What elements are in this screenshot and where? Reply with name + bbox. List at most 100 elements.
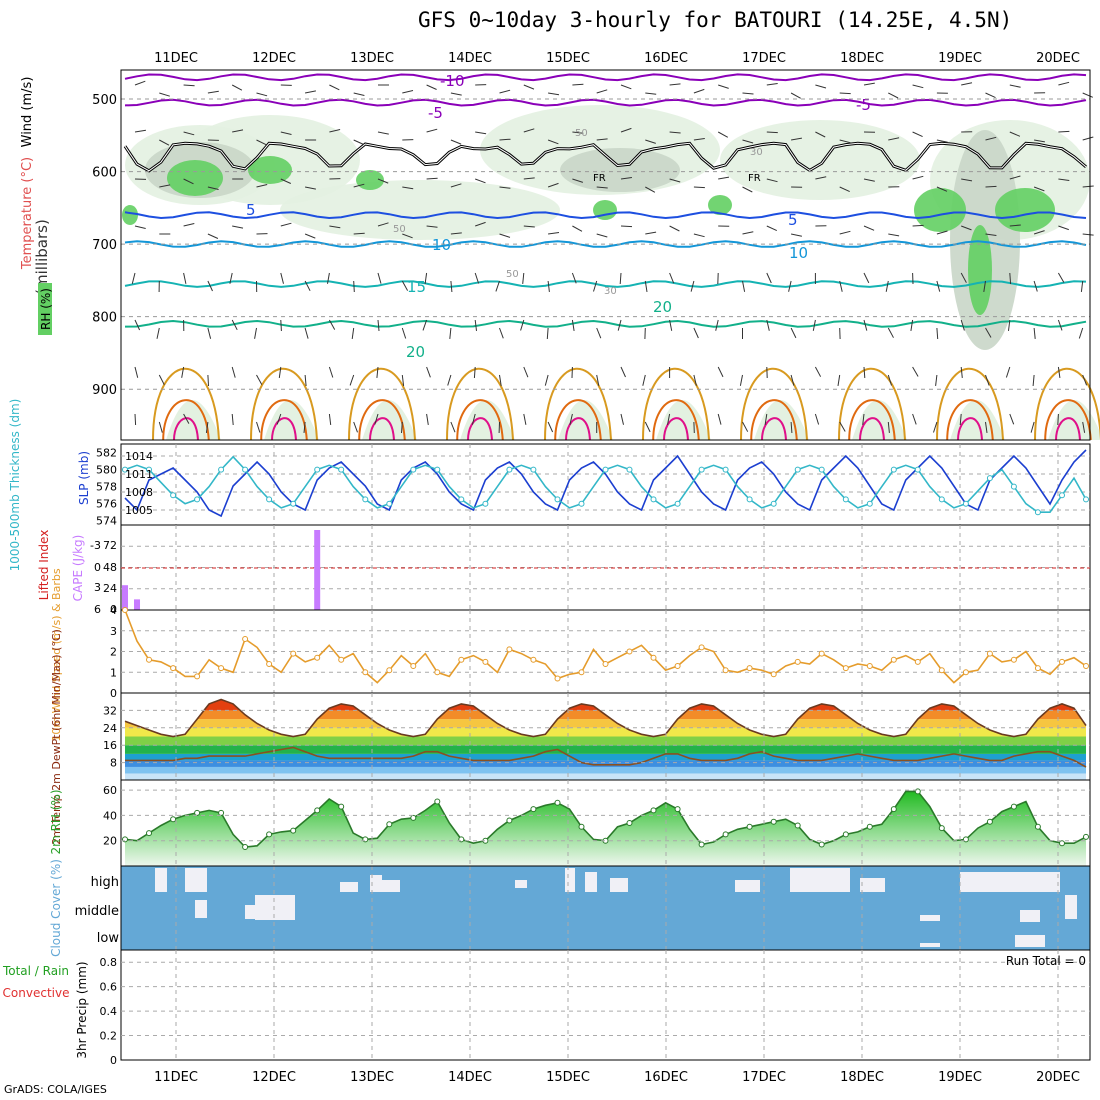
precip-tick-label: 0.2: [100, 1030, 118, 1043]
wind-barb: [256, 184, 268, 188]
cloud-gap: [155, 868, 167, 892]
surface-isotherm-loop: [859, 417, 885, 441]
cape-bar: [314, 530, 321, 610]
rh-shade-5: [280, 180, 560, 240]
wind-barb: [839, 280, 843, 292]
thickness-line-marker: [1034, 509, 1041, 516]
rh-shade-15: [995, 188, 1055, 232]
thickness-tick-label: 576: [96, 498, 117, 511]
thickness-line-marker: [290, 500, 297, 507]
surface-isotherm-loop: [957, 417, 983, 441]
wind-tick-label: 2: [110, 646, 117, 659]
wind-barb: [960, 319, 965, 331]
wind-barb: [717, 366, 724, 378]
thickness-line-marker: [266, 496, 273, 503]
wind-barb: [499, 233, 511, 238]
wind-barb: [790, 421, 793, 434]
rh-line-marker: [770, 818, 777, 825]
pressure-tick-label: 800: [92, 311, 117, 326]
wind-barb: [475, 131, 487, 135]
contour-label: 20: [406, 343, 425, 361]
rh-line-marker: [1083, 833, 1089, 840]
wind-speed-line-marker: [962, 669, 969, 676]
rh-line-marker: [170, 816, 177, 823]
temp-band: [125, 773, 1086, 780]
wind-barb: [426, 84, 437, 90]
thickness-line-marker: [722, 466, 729, 473]
wind-barb: [936, 280, 941, 292]
wind-barb: [134, 413, 137, 426]
li-tick-label: -3: [90, 539, 101, 552]
wind-barb: [327, 272, 330, 284]
rh2m-axis-title: 2m RH (%): [49, 789, 63, 854]
cloud-gap: [565, 868, 575, 892]
wind-barb: [1058, 225, 1069, 231]
wind-speed-line-marker: [170, 665, 177, 672]
wind-barb: [1080, 280, 1084, 292]
surface-isotherm-loop: [467, 417, 493, 441]
wind-speed-line-marker: [1034, 665, 1041, 672]
rh-line-marker: [626, 820, 633, 826]
cloud-gap: [790, 868, 850, 892]
wind-barb: [815, 131, 826, 138]
wind-barb: [523, 225, 535, 228]
wind-barb: [304, 233, 316, 239]
thickness-line-marker: [194, 496, 201, 503]
wind-barb: [183, 223, 195, 227]
wind-barb: [912, 224, 924, 227]
thickness-line-marker: [242, 466, 249, 473]
wind-barb: [523, 366, 529, 378]
wind-barb: [888, 137, 900, 141]
wind-barb: [764, 413, 768, 425]
wind-barb: [426, 225, 438, 228]
grads-credit: GrADS: COLA/IGES: [4, 1083, 107, 1096]
wind-barb: [1009, 272, 1012, 285]
wind-speed-line-marker: [602, 661, 609, 667]
wind-barb: [1009, 413, 1015, 425]
wind-barb: [473, 366, 476, 379]
surface-isotherm-loop: [642, 367, 710, 441]
wind-barb: [499, 89, 511, 94]
surface-isotherm-loop: [173, 417, 199, 441]
cloud-axis-title: Cloud Cover (%): [49, 859, 63, 957]
contour-label: 15: [407, 278, 426, 296]
rh-line-marker: [818, 841, 825, 848]
wind-barb: [961, 82, 973, 86]
wind-barb: [887, 327, 894, 338]
wind-speed-line-marker: [674, 663, 681, 669]
wind-barb: [718, 84, 729, 89]
temp-band: [125, 766, 1086, 774]
cloud-gap: [1065, 895, 1077, 919]
wind-barb: [548, 92, 560, 96]
wind-barb: [863, 225, 875, 231]
thickness-line-marker: [818, 466, 825, 473]
wind-barb: [742, 186, 753, 193]
wind-barb: [572, 225, 583, 232]
precip-tick-label: 0.6: [100, 981, 118, 994]
wind-barb: [278, 366, 282, 378]
thickness-line-marker: [458, 496, 465, 503]
contour-label: 30: [604, 286, 617, 297]
cape-axis-title: CAPE (J/kg): [71, 535, 85, 602]
wind-barb: [328, 413, 332, 425]
wind-barb: [839, 421, 846, 432]
wind-speed-line-marker: [890, 656, 897, 663]
wind-barb: [888, 233, 900, 237]
wind-barb: [329, 225, 341, 229]
rh-shade-16: [968, 225, 992, 315]
rh-line-marker: [242, 844, 249, 850]
temp-tick-label: 8: [110, 757, 117, 770]
pressure-axis-title: (millibars): [33, 219, 51, 295]
wind-barb: [935, 374, 938, 386]
wind-barb: [766, 272, 772, 284]
pressure-tick-label: 700: [92, 238, 117, 253]
wind-barb: [353, 232, 365, 235]
surface-isotherm-loop: [1055, 417, 1081, 441]
temp-band: [125, 736, 1086, 746]
wind-barb: [669, 319, 673, 331]
wind-barb: [134, 129, 146, 133]
wind-barb: [183, 413, 190, 424]
wind-speed-line-marker: [218, 665, 225, 672]
wind-barb: [766, 319, 770, 331]
wind-barb: [596, 138, 608, 141]
